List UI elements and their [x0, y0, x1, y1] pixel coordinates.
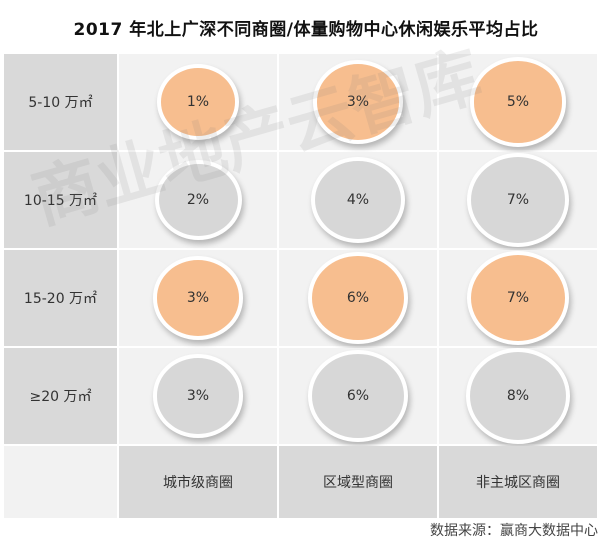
- column-label: 非主城区商圈: [439, 446, 597, 518]
- bubble-orange: 3%: [312, 60, 404, 144]
- column-label: 区域型商圈: [279, 446, 437, 518]
- bubble-gray: 2%: [154, 159, 242, 240]
- source-note: 数据来源：赢商大数据中心: [430, 523, 598, 539]
- bubble-orange: 1%: [156, 64, 239, 140]
- chart-title: 2017 年北上广深不同商圈/体量购物中心休闲娱乐平均占比: [73, 19, 539, 40]
- bubble-orange: 6%: [308, 252, 408, 344]
- row-label: ≥20 万㎡: [4, 348, 117, 444]
- bubble-orange: 3%: [152, 256, 244, 340]
- bubble-gray: 8%: [466, 348, 570, 444]
- bubble-table: 5-10 万㎡ 1% 3% 5% 10-15 万㎡ 2% 4% 7% 15-20 万㎡ 3% 6% 7…: [4, 54, 604, 518]
- bubble-orange: 7%: [467, 251, 569, 345]
- corner-cell: [4, 446, 117, 518]
- bubble-gray: 4%: [310, 156, 405, 244]
- bubble-orange: 5%: [469, 57, 567, 147]
- row-label: 15-20 万㎡: [4, 250, 117, 346]
- column-label: 城市级商圈: [119, 446, 277, 518]
- row-label: 5-10 万㎡: [4, 54, 117, 150]
- bubble-gray: 3%: [152, 354, 244, 438]
- bubble-gray: 7%: [467, 153, 569, 247]
- bubble-gray: 6%: [308, 350, 408, 442]
- row-label: 10-15 万㎡: [4, 152, 117, 248]
